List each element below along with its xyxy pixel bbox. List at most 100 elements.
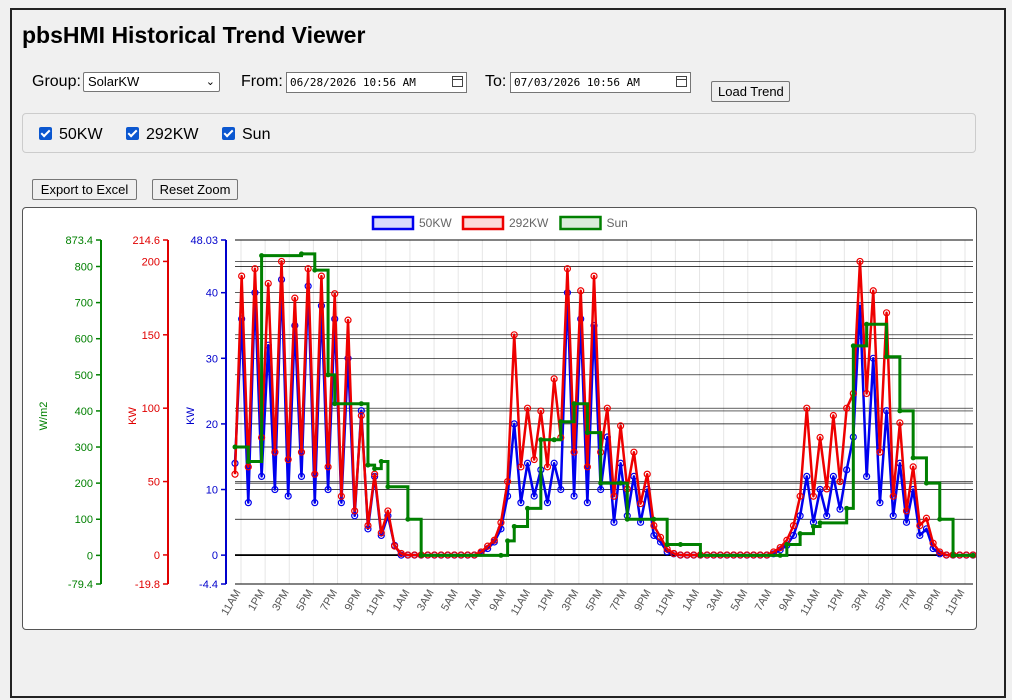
data-point [697, 552, 703, 558]
data-point [284, 492, 292, 500]
data-point [843, 404, 851, 412]
toggle-50kw[interactable]: 50KW [39, 127, 103, 143]
data-point [803, 404, 811, 412]
data-point [324, 463, 332, 471]
data-point [357, 407, 365, 415]
x-tick-label: 11PM [364, 588, 388, 618]
data-point [910, 455, 916, 461]
data-point [777, 552, 783, 558]
data-point [617, 422, 625, 430]
data-point [937, 516, 943, 522]
to-datetime-input[interactable]: 07/03/2026 10:56 AM [510, 72, 691, 93]
data-point [257, 472, 266, 480]
data-point [656, 533, 665, 541]
data-point [803, 472, 811, 480]
y-tick-label: 20 [206, 419, 218, 431]
calendar-icon[interactable] [452, 76, 463, 87]
data-point [311, 499, 319, 507]
data-point [796, 492, 804, 500]
group-select[interactable]: SolarKW ⌄ [83, 72, 220, 92]
trend-chart[interactable]: -79.4 0 100 200 300 400 500 600 700 800 873.4 W/m2-… [22, 207, 977, 630]
data-point [683, 551, 691, 559]
data-point [864, 321, 870, 327]
legend-item[interactable]: 50KW [371, 215, 452, 231]
data-point [550, 375, 558, 383]
calendar-icon[interactable] [676, 76, 687, 87]
data-point [251, 265, 259, 273]
series-toggle-panel: 50KW 292KW Sun [22, 113, 976, 153]
from-datetime-value: 06/28/2026 10:56 AM [290, 76, 416, 89]
data-point [238, 272, 246, 280]
data-point [418, 552, 424, 558]
y-tick-label: 800 [75, 262, 93, 274]
data-point [484, 542, 492, 550]
checkmark-icon[interactable] [39, 127, 52, 140]
data-point [538, 437, 544, 443]
x-tick-label: 7PM [608, 588, 630, 614]
export-excel-button[interactable]: Export to Excel [32, 179, 137, 200]
group-select-value: SolarKW [88, 74, 140, 89]
data-point [789, 531, 798, 540]
data-point [789, 521, 798, 530]
x-tick-label: 3AM [705, 588, 727, 614]
data-point [664, 542, 670, 548]
series-sun[interactable] [232, 251, 976, 558]
legend-label: 292KW [509, 216, 549, 230]
from-label: From: [241, 73, 283, 90]
x-tick-label: 5PM [873, 588, 895, 614]
data-point [836, 477, 844, 486]
y-tick-label: 50 [148, 477, 160, 489]
data-point [390, 542, 399, 550]
data-point [510, 331, 518, 339]
checkmark-icon[interactable] [222, 127, 235, 140]
data-point [882, 309, 891, 317]
toggle-sun[interactable]: Sun [222, 127, 270, 143]
y-tick-label: 100 [75, 514, 93, 526]
legend-label: 50KW [419, 216, 452, 230]
data-point [809, 492, 818, 500]
toggle-292kw[interactable]: 292KW [126, 127, 198, 143]
data-point [597, 485, 605, 494]
data-point [525, 505, 531, 511]
x-tick-label: 7PM [318, 588, 340, 614]
legend-item[interactable]: Sun [559, 215, 628, 231]
data-point [650, 521, 658, 530]
data-point [297, 448, 306, 456]
load-trend-button[interactable]: Load Trend [711, 81, 790, 102]
data-point [823, 512, 831, 520]
data-point [543, 499, 552, 507]
data-point [551, 437, 557, 443]
trend-chart-svg[interactable]: -79.40100200300400500600700800873.4W/m2-… [23, 208, 976, 629]
data-point [876, 499, 884, 507]
data-point [650, 531, 658, 540]
data-point [856, 257, 864, 266]
x-tick-label: 1AM [680, 588, 702, 614]
data-point [378, 458, 384, 464]
data-point [563, 265, 572, 273]
y-tick-label: 300 [75, 442, 93, 454]
data-point [332, 401, 338, 407]
x-tick-label: 3AM [415, 588, 437, 614]
checkmark-icon[interactable] [126, 127, 139, 140]
legend-item[interactable]: 292KW [461, 215, 549, 231]
data-point [836, 505, 844, 513]
data-point [537, 407, 545, 415]
y-tick-label: 214.6 [132, 235, 160, 247]
y-tick-label: 500 [75, 370, 93, 382]
data-point [498, 552, 504, 558]
x-tick-label: 11AM [219, 588, 243, 618]
data-point [284, 455, 292, 464]
x-tick-label: 5AM [439, 588, 461, 614]
y-tick-label: 873.4 [65, 235, 93, 247]
from-datetime-input[interactable]: 06/28/2026 10:56 AM [286, 72, 467, 93]
data-point [889, 492, 897, 500]
data-point [869, 287, 877, 295]
data-point [896, 419, 904, 427]
data-point [557, 485, 565, 494]
data-point [823, 485, 831, 493]
x-tick-label: 11AM [798, 588, 822, 618]
data-point [902, 507, 911, 515]
data-point [351, 507, 359, 515]
reset-zoom-button[interactable]: Reset Zoom [152, 179, 238, 200]
data-point [897, 408, 903, 414]
